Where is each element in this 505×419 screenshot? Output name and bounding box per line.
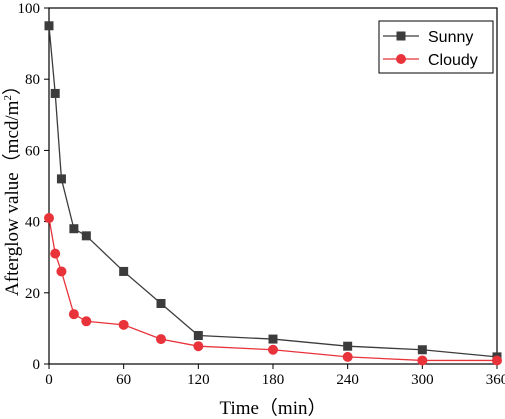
data-point xyxy=(193,341,204,352)
axes: 0 60 120 180 240 300 360 0 20 40 60 80 100 xyxy=(18,1,505,388)
data-point xyxy=(50,248,61,259)
x-tick-label: 120 xyxy=(187,372,210,388)
data-point xyxy=(492,355,502,366)
data-point xyxy=(56,174,66,184)
legend-label: Cloudy xyxy=(428,52,478,69)
y-tick-label: 100 xyxy=(18,1,41,17)
y-axis-title: Afterglow value（mcd/m2） xyxy=(1,76,23,296)
series-cloudy xyxy=(44,213,502,366)
data-point xyxy=(68,309,79,320)
data-point xyxy=(268,344,278,355)
x-tick-label: 180 xyxy=(262,372,285,388)
data-point xyxy=(343,341,353,351)
data-point xyxy=(156,298,166,308)
x-tick-label: 240 xyxy=(336,372,359,388)
data-point xyxy=(81,231,91,241)
legend-item-cloudy: Cloudy xyxy=(383,52,478,69)
x-tick-label: 60 xyxy=(116,372,131,388)
data-point xyxy=(417,345,427,355)
y-tick-label: 80 xyxy=(25,72,40,88)
data-point xyxy=(44,21,54,31)
series-line xyxy=(48,25,498,358)
y-tick-label: 0 xyxy=(33,357,41,373)
data-point xyxy=(119,266,129,276)
data-point xyxy=(193,331,203,341)
legend-marker xyxy=(396,31,406,41)
legend: Sunny Cloudy xyxy=(378,20,494,74)
legend-marker xyxy=(396,54,406,64)
data-point xyxy=(268,334,278,344)
data-point xyxy=(81,316,92,327)
data-point xyxy=(56,266,67,277)
y-tick-label: 60 xyxy=(25,143,40,159)
data-point xyxy=(342,351,353,362)
legend-item-sunny: Sunny xyxy=(383,29,473,46)
x-tick-label: 360 xyxy=(486,372,505,388)
x-tick-label: 300 xyxy=(411,372,434,388)
x-axis-title: Time（min） xyxy=(220,397,327,419)
data-point xyxy=(69,224,79,234)
x-tick-label: 0 xyxy=(45,372,53,388)
legend-box xyxy=(378,20,494,74)
data-point xyxy=(44,213,54,224)
y-tick-label: 40 xyxy=(25,215,40,231)
data-point xyxy=(156,334,166,345)
data-point xyxy=(50,88,60,98)
data-point xyxy=(118,319,129,330)
series-layer xyxy=(44,21,502,366)
data-point xyxy=(417,355,428,366)
y-tick-label: 20 xyxy=(25,286,40,302)
legend-label: Sunny xyxy=(428,29,473,46)
